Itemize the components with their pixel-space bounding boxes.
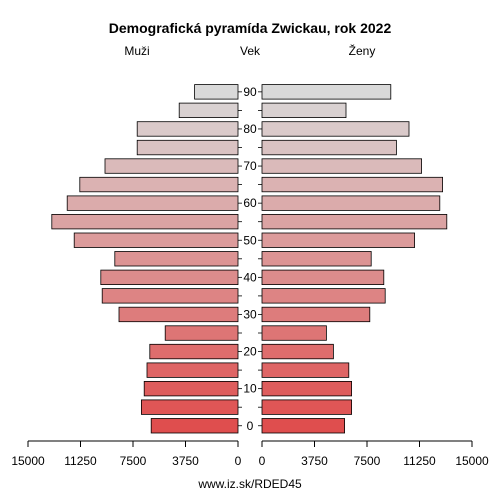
men-bar-55-59 <box>51 213 239 230</box>
women-bar-35-39 <box>261 288 386 304</box>
women-bar-85-89 <box>261 102 347 118</box>
age-tick-label-80: 80 <box>243 122 257 136</box>
women-bar-75-79 <box>261 139 397 156</box>
men-bar-70-74 <box>104 158 239 174</box>
men-bar-35-39 <box>101 288 239 304</box>
men-bar-40-44 <box>100 269 239 286</box>
women-value-tick-label-11250: 11250 <box>403 454 436 468</box>
men-bar-5-9 <box>140 399 239 415</box>
men-bar-20-24 <box>149 343 239 360</box>
women-bar-15-19 <box>261 362 350 378</box>
women-value-tick-label-3750: 3750 <box>301 454 328 468</box>
women-bar-70-74 <box>261 158 423 174</box>
men-bar-45-49 <box>114 251 239 267</box>
women-bars <box>261 84 448 434</box>
men-value-tick-label-3750: 3750 <box>172 454 199 468</box>
men-bar-60-64 <box>66 195 239 211</box>
women-value-tick-label-0: 0 <box>259 454 266 468</box>
age-axis-label: Vek <box>240 44 261 58</box>
men-bar-15-19 <box>146 362 239 378</box>
women-bar-10-14 <box>261 380 352 397</box>
men-label: Muži <box>124 44 149 58</box>
axes: 0 10 20 30 40 50 60 70 80 90 15000 11250 7500 3750 0 0 3… <box>11 85 489 468</box>
men-value-tick-label-0: 0 <box>235 454 242 468</box>
age-tick-label-30: 30 <box>243 307 257 321</box>
women-bar-65-69 <box>261 176 444 193</box>
men-bar-75-79 <box>136 139 239 156</box>
age-tick-label-90: 90 <box>243 85 257 99</box>
age-tick-label-50: 50 <box>243 233 257 247</box>
women-bar-60-64 <box>261 195 441 211</box>
women-bar-80-84 <box>261 121 410 137</box>
age-tick-label-10: 10 <box>243 382 257 396</box>
age-tick-label-40: 40 <box>243 270 257 284</box>
men-bar-85-89 <box>178 102 239 118</box>
women-label: Ženy <box>349 43 376 58</box>
footer-source: www.iz.sk/RDED45 <box>197 477 302 491</box>
men-bar-25-29 <box>164 325 239 341</box>
women-bar-5-9 <box>261 399 352 415</box>
women-bar-0-4 <box>261 418 345 434</box>
women-bar-40-44 <box>261 269 385 286</box>
women-bar-90+ <box>261 84 392 100</box>
men-bar-65-69 <box>79 176 239 193</box>
women-bar-50-54 <box>261 232 416 248</box>
women-bar-45-49 <box>261 251 372 267</box>
men-value-tick-label-7500: 7500 <box>120 454 147 468</box>
men-value-tick-label-11250: 11250 <box>64 454 97 468</box>
age-tick-label-60: 60 <box>243 196 257 210</box>
women-bar-20-24 <box>261 343 334 360</box>
men-bar-10-14 <box>143 380 239 397</box>
women-bar-25-29 <box>261 325 327 341</box>
men-value-tick-label-15000: 15000 <box>11 454 45 468</box>
chart-title: Demografická pyramída Zwickau, rok 2022 <box>109 20 392 36</box>
women-value-tick-label-15000: 15000 <box>455 454 489 468</box>
men-bar-90+ <box>194 84 239 100</box>
men-bar-30-34 <box>118 306 239 323</box>
age-tick-label-20: 20 <box>243 345 257 359</box>
women-bar-30-34 <box>261 306 371 323</box>
men-bars <box>51 84 239 434</box>
men-bar-0-4 <box>150 418 239 434</box>
men-bar-50-54 <box>73 232 239 248</box>
age-tick-label-70: 70 <box>243 159 257 173</box>
men-bar-80-84 <box>136 121 239 137</box>
women-value-tick-label-7500: 7500 <box>354 454 381 468</box>
age-tick-label-0: 0 <box>247 419 254 433</box>
women-bar-55-59 <box>261 213 448 230</box>
